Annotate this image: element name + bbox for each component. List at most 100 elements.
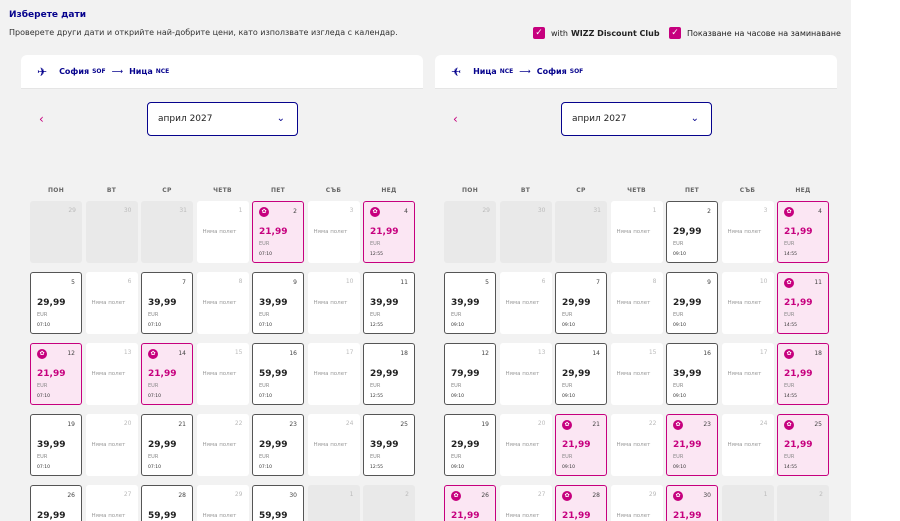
- weekday-header: СЪБ: [739, 187, 756, 194]
- no-flight-label: Няма полет: [727, 371, 762, 377]
- fare-price: 21,99: [148, 369, 177, 379]
- calendar-day[interactable]: 14 ✿ 21,99 EUR 07:10: [141, 343, 193, 405]
- calendar-day[interactable]: 25 ✿ 21,99 EUR 14:55: [777, 414, 829, 476]
- chevron-down-icon: ⌄: [690, 113, 699, 124]
- fare-price: 59,99: [259, 369, 288, 379]
- fare-price: 21,99: [37, 369, 66, 379]
- day-number: 26: [67, 492, 75, 499]
- no-flight-label: Няма полет: [616, 229, 651, 235]
- chevron-left-icon[interactable]: ‹: [453, 112, 458, 126]
- calendar-day: 27 Няма полет: [85, 485, 138, 521]
- calendar-day[interactable]: 5 29,99 EUR 07:10: [30, 272, 82, 334]
- no-flight-label: Няма полет: [202, 371, 237, 377]
- day-number: 6: [541, 278, 546, 285]
- day-number: 28: [592, 492, 600, 499]
- star-badge-icon: ✿: [784, 420, 794, 430]
- arrow-right-icon: ⟶: [111, 67, 124, 76]
- calendar-day[interactable]: 12 ✿ 21,99 EUR 07:10: [30, 343, 82, 405]
- calendar-day[interactable]: 11 39,99 EUR 12:55: [363, 272, 415, 334]
- weekday-header: ЧЕТВ: [213, 187, 232, 194]
- month-select[interactable]: април 2027 ⌄: [561, 102, 712, 136]
- fare-price: 21,99: [784, 298, 813, 308]
- calendar-day: 24 Няма полет: [721, 414, 774, 476]
- calendar-day: 2: [777, 485, 829, 521]
- day-number: 23: [703, 421, 711, 428]
- departure-time: 09:10: [562, 323, 575, 328]
- departure-time: 12:55: [370, 465, 383, 470]
- calendar-day[interactable]: 19 29,99 EUR 09:10: [444, 414, 496, 476]
- calendar-day[interactable]: 21 29,99 EUR 07:10: [141, 414, 193, 476]
- fare-currency: EUR: [148, 312, 159, 318]
- day-number: 2: [293, 208, 297, 215]
- calendar-day: 3 Няма полет: [721, 201, 774, 263]
- departure-time: 09:10: [562, 394, 575, 399]
- fare-price: 39,99: [259, 298, 288, 308]
- calendar-day[interactable]: 5 39,99 EUR 09:10: [444, 272, 496, 334]
- calendar-day[interactable]: 25 39,99 EUR 12:55: [363, 414, 415, 476]
- checkmark-icon[interactable]: ✓: [669, 27, 681, 39]
- from-city: София: [59, 67, 90, 76]
- fare-price: 21,99: [673, 440, 702, 450]
- day-number: 18: [814, 350, 822, 357]
- calendar-day[interactable]: 9 39,99 EUR 07:10: [252, 272, 304, 334]
- departure-time: 09:10: [451, 465, 464, 470]
- calendar-day[interactable]: 23 ✿ 21,99 EUR 09:10: [666, 414, 718, 476]
- no-flight-label: Няма полет: [616, 442, 651, 448]
- weekday-header: НЕД: [795, 187, 811, 194]
- calendar-day: 1: [721, 485, 774, 521]
- calendar-day[interactable]: 18 29,99 EUR 12:55: [363, 343, 415, 405]
- fare-price: 29,99: [148, 440, 177, 450]
- calendar-day[interactable]: 4 ✿ 21,99 EUR 12:55: [363, 201, 415, 263]
- to-code: NCE: [155, 68, 170, 75]
- calendar-day: 20 Няма полет: [499, 414, 552, 476]
- calendar-day[interactable]: 12 79,99 EUR 09:10: [444, 343, 496, 405]
- calendar-day[interactable]: 23 29,99 EUR 07:10: [252, 414, 304, 476]
- weekday-header: СР: [576, 187, 586, 194]
- calendar-day[interactable]: 16 39,99 EUR 09:10: [666, 343, 718, 405]
- month-select[interactable]: април 2027 ⌄: [147, 102, 298, 136]
- fare-currency: EUR: [451, 454, 462, 460]
- departure-time: 07:10: [259, 252, 272, 257]
- departure-time: 09:10: [673, 394, 686, 399]
- calendar-day: 15 Няма полет: [610, 343, 663, 405]
- calendar-day: 20 Няма полет: [85, 414, 138, 476]
- day-number: 9: [293, 279, 297, 286]
- calendar-day[interactable]: 16 59,99 EUR 07:10: [252, 343, 304, 405]
- weekday-header: ПЕТ: [270, 187, 286, 194]
- day-number: 21: [178, 421, 186, 428]
- calendar-day: 2: [363, 485, 415, 521]
- no-flight-label: Няма полет: [202, 229, 237, 235]
- calendar-day[interactable]: 7 29,99 EUR 09:10: [555, 272, 607, 334]
- route-header: ✈ Ница NCE ⟶ София SOF: [435, 55, 837, 89]
- calendar-day[interactable]: 21 ✿ 21,99 EUR 09:10: [555, 414, 607, 476]
- fare-currency: EUR: [37, 383, 48, 389]
- calendar-day[interactable]: 11 ✿ 21,99 EUR 14:55: [777, 272, 829, 334]
- calendar-day[interactable]: 18 ✿ 21,99 EUR 14:55: [777, 343, 829, 405]
- calendar-day[interactable]: 14 29,99 EUR 09:10: [555, 343, 607, 405]
- day-number: 31: [179, 207, 187, 214]
- chevron-left-icon[interactable]: ‹: [39, 112, 44, 126]
- fare-currency: EUR: [148, 454, 159, 460]
- calendar-day[interactable]: 2 ✿ 21,99 EUR 07:10: [252, 201, 304, 263]
- calendar-day: 17 Няма полет: [721, 343, 774, 405]
- calendar-day: 30: [499, 201, 552, 263]
- calendar-day[interactable]: 4 ✿ 21,99 EUR 14:55: [777, 201, 829, 263]
- discount-club-checkbox[interactable]: ✓ with WIZZ Discount Club: [533, 27, 663, 39]
- departure-time: 07:10: [148, 323, 161, 328]
- no-flight-label: Няма полет: [505, 371, 540, 377]
- calendar-day[interactable]: 19 39,99 EUR 07:10: [30, 414, 82, 476]
- calendar-day[interactable]: 2 29,99 EUR 09:10: [666, 201, 718, 263]
- show-times-checkbox[interactable]: ✓ Показване на часове на заминаване: [669, 27, 841, 39]
- day-number: 30: [123, 207, 132, 214]
- checkmark-icon[interactable]: ✓: [533, 27, 545, 39]
- fare-currency: EUR: [784, 454, 795, 460]
- calendar-day[interactable]: 7 39,99 EUR 07:10: [141, 272, 193, 334]
- fare-currency: EUR: [370, 241, 381, 247]
- calendar-day[interactable]: 9 29,99 EUR 09:10: [666, 272, 718, 334]
